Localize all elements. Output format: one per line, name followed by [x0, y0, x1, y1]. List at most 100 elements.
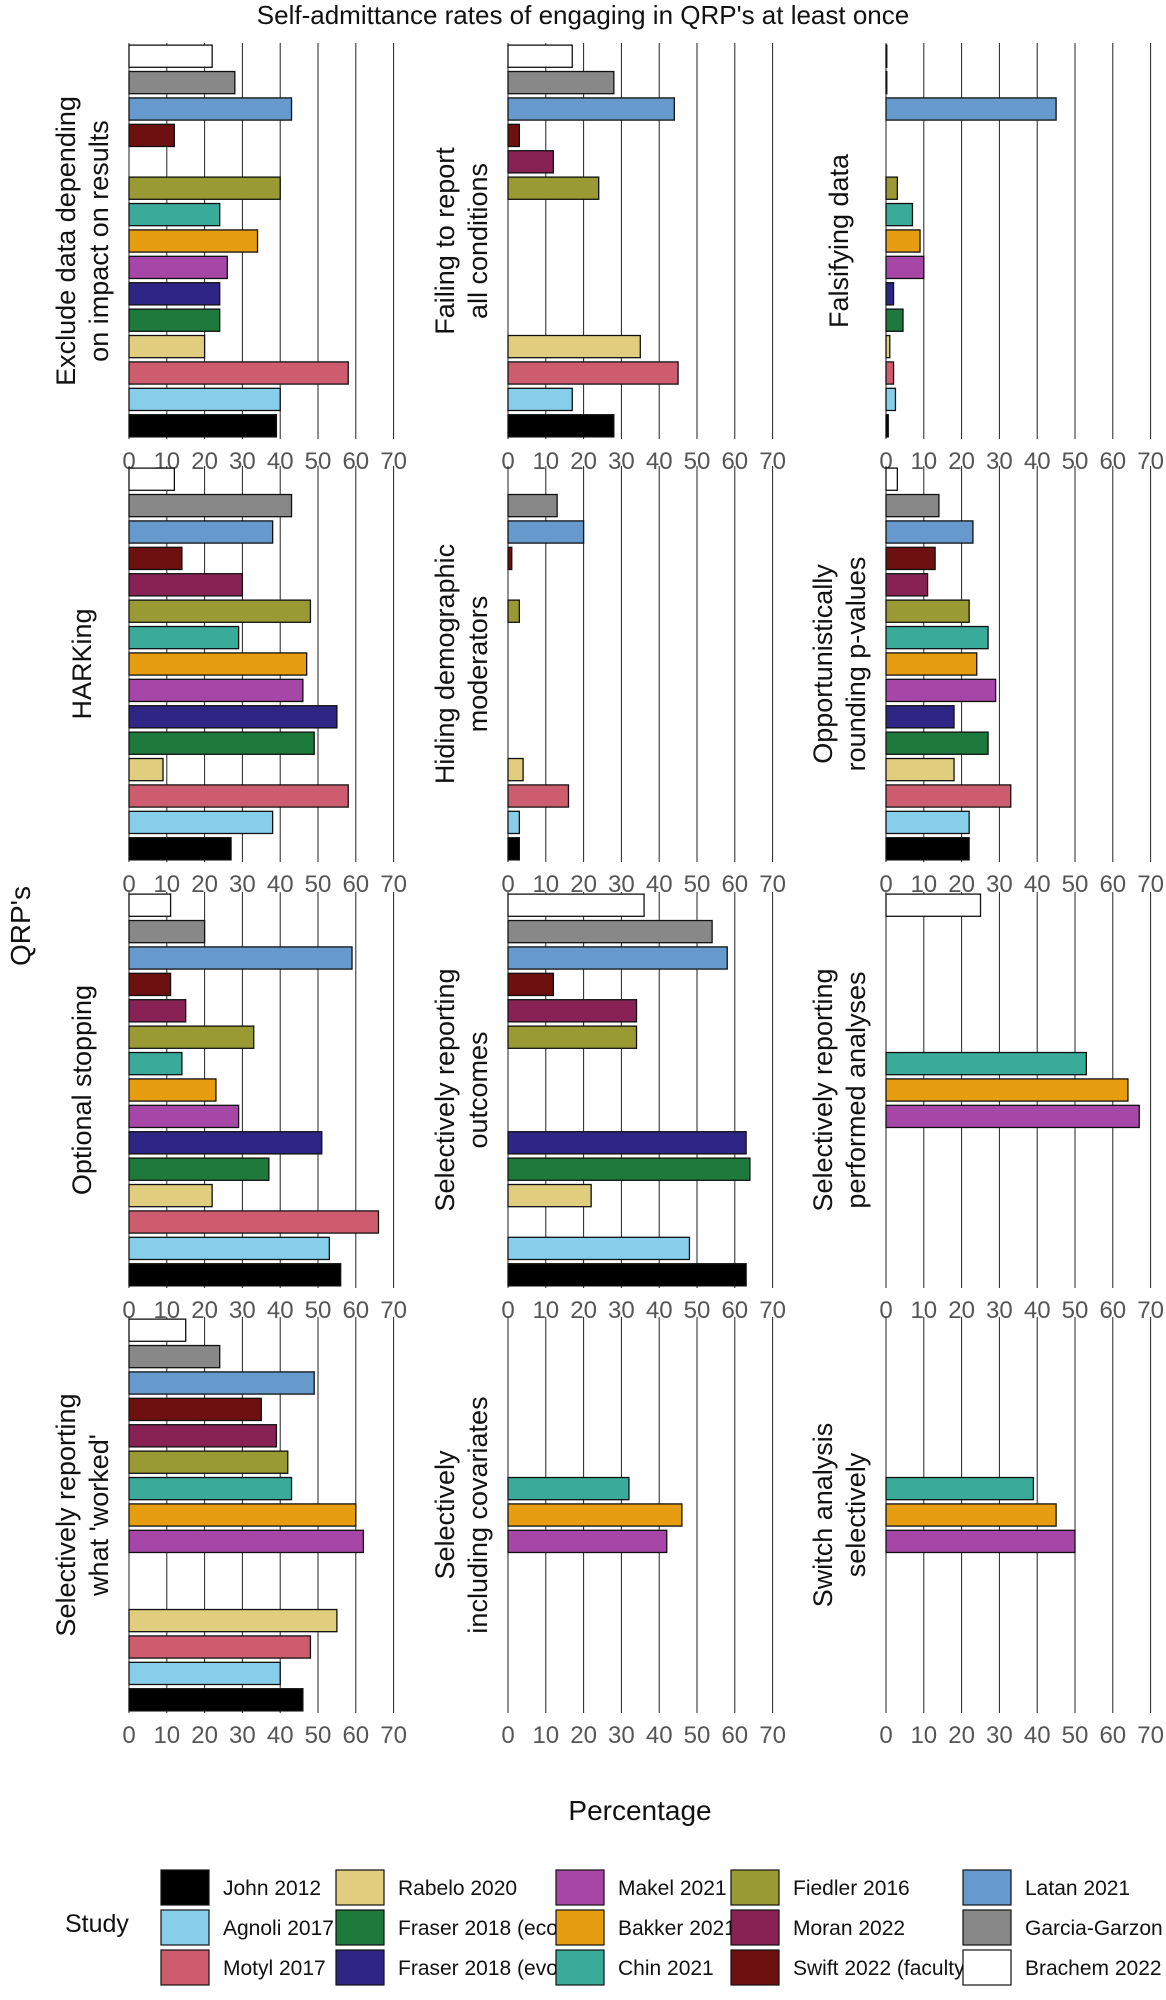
panel-failing-to-report-all-conditions-bar-fiedler-2016	[507, 176, 600, 200]
panel-selectively-reporting-performed-analyses-bar-chin-2021	[885, 1051, 1087, 1076]
panel-harking-bar-john-2012	[128, 837, 232, 861]
panel-opportunistically-rounding-p-values-bar-garcia-garzon-2	[885, 493, 940, 518]
panel-switch-analysis-selectively-bar-bakker-2021	[885, 1503, 1057, 1527]
panel-harking-tick-label: 0	[122, 871, 135, 898]
panel-opportunistically-rounding-p-values-bar-brachem-2022	[885, 467, 898, 491]
panel-failing-to-report-all-conditions-bar-moran-2022	[507, 150, 555, 174]
panel-exclude-data-depending-on-impact-on-results-label: Exclude data depending on impact on resul…	[51, 96, 114, 386]
panel-falsifying-data-bar-garcia-garzon-2	[885, 70, 888, 95]
panel-harking-bar-rabelo-2020	[128, 757, 164, 782]
legend-swatch-john-2012	[160, 1869, 210, 1906]
panel-selectively-reporting-outcomes-bar-moran-2022	[507, 999, 638, 1023]
panel-optional-stopping-bar-agnoli-2017	[128, 1236, 330, 1261]
panel-opportunistically-rounding-p-values-label: Opportunistically rounding p-values	[808, 557, 871, 772]
panel-selectively-reporting-what-worked-tick-label: 40	[267, 1722, 294, 1749]
panel-hiding-demographic-moderators-bar-latan-2021	[507, 520, 585, 544]
panel-switch-analysis-selectively-tick-label: 70	[1137, 1722, 1164, 1749]
panel-selectively-reporting-outcomes-bar-agnoli-2017	[507, 1236, 691, 1261]
legend-label-brachem-2022: Brachem 2022	[1025, 1957, 1162, 1980]
panel-optional-stopping-bar-fraser-2018-eco	[128, 1157, 270, 1181]
legend-label-fraser-2018-eco: Fraser 2018 (eco)	[398, 1917, 565, 1940]
legend-swatch-fraser-2018-eco	[335, 1909, 385, 1946]
chart-title: Self-admittance rates of engaging in QRP…	[256, 0, 910, 30]
panel-exclude-data-depending-on-impact-on-results-bar-fiedler-2016	[128, 176, 281, 200]
panel-selectively-reporting-outcomes-label: Selectively reporting outcomes	[430, 968, 493, 1211]
panel-selectively-reporting-outcomes-bar-fraser-2018-evo	[507, 1131, 747, 1155]
panel-selectively-including-covariates-tick-label: 20	[570, 1722, 597, 1749]
panel-selectively-reporting-what-worked-bar-john-2012	[128, 1688, 304, 1712]
panel-falsifying-data-bar-makel-2021	[885, 255, 925, 280]
panel-selectively-reporting-what-worked-tick-label: 0	[122, 1722, 135, 1749]
panel-harking-bar-moran-2022	[128, 573, 244, 597]
panel-selectively-reporting-outcomes-bar-brachem-2022	[507, 893, 645, 917]
panel-opportunistically-rounding-p-values-bar-rabelo-2020	[885, 757, 955, 782]
panel-harking-bar-swift-2022-faculty	[128, 546, 183, 571]
legend-label-bakker-2021: Bakker 2021	[618, 1917, 736, 1940]
panel-failing-to-report-all-conditions-bar-rabelo-2020	[507, 334, 641, 359]
panel-harking-bar-latan-2021	[128, 520, 274, 544]
panel-selectively-reporting-what-worked-tick-label: 50	[305, 1722, 332, 1749]
panel-selectively-reporting-outcomes-bar-rabelo-2020	[507, 1183, 592, 1208]
legend-label-fraser-2018-evo: Fraser 2018 (evo)	[398, 1957, 565, 1980]
panel-falsifying-data-bar-chin-2021	[885, 202, 914, 227]
panel-harking-bar-fraser-2018-evo	[128, 705, 338, 729]
panel-failing-to-report-all-conditions-bar-agnoli-2017	[507, 387, 573, 412]
panel-falsifying-data-bar-john-2012	[885, 414, 889, 438]
panel-exclude-data-depending-on-impact-on-results-bar-fraser-2018-eco	[128, 308, 221, 332]
panel-selectively-reporting-performed-analyses-tick-label: 0	[879, 1297, 892, 1324]
panel-optional-stopping-bar-garcia-garzon-2	[128, 919, 206, 944]
panel-exclude-data-depending-on-impact-on-results-bar-rabelo-2020	[128, 334, 206, 359]
panel-optional-stopping-bar-john-2012	[128, 1263, 342, 1287]
panel-selectively-reporting-outcomes-bar-john-2012	[507, 1263, 747, 1287]
panel-optional-stopping-tick-label: 0	[122, 1297, 135, 1324]
panel-optional-stopping-bar-bakker-2021	[128, 1078, 217, 1102]
panel-harking-bar-agnoli-2017	[128, 810, 274, 835]
panel-falsifying-data-bar-fraser-2018-eco	[885, 308, 904, 332]
panel-switch-analysis-selectively-tick-label: 60	[1099, 1722, 1126, 1749]
panel-selectively-including-covariates-tick-label: 50	[684, 1722, 711, 1749]
panel-selectively-reporting-what-worked-bar-agnoli-2017	[128, 1661, 281, 1686]
panel-hiding-demographic-moderators-bar-agnoli-2017	[507, 810, 520, 835]
legend-swatch-motyl-2017	[160, 1949, 210, 1986]
panel-optional-stopping-bar-latan-2021	[128, 946, 353, 970]
legend-swatch-chin-2021	[555, 1949, 605, 1986]
panel-harking-bar-makel-2021	[128, 678, 304, 703]
panel-harking-bar-bakker-2021	[128, 652, 308, 676]
panel-switch-analysis-selectively-tick-label: 20	[948, 1722, 975, 1749]
panel-selectively-reporting-what-worked-bar-brachem-2022	[128, 1318, 187, 1342]
panel-failing-to-report-all-conditions-bar-swift-2022-faculty	[507, 123, 520, 148]
panel-falsifying-data-bar-latan-2021	[885, 97, 1057, 121]
panel-selectively-reporting-what-worked-label: Selectively reporting what 'worked'	[51, 1393, 114, 1636]
legend-swatch-makel-2021	[555, 1869, 605, 1906]
panel-selectively-including-covariates-bar-chin-2021	[507, 1476, 630, 1501]
panel-falsifying-data-bar-fiedler-2016	[885, 176, 898, 200]
panel-optional-stopping-bar-brachem-2022	[128, 893, 172, 917]
panel-exclude-data-depending-on-impact-on-results-bar-fraser-2018-evo	[128, 282, 221, 306]
panel-selectively-reporting-what-worked-bar-makel-2021	[128, 1529, 365, 1554]
panel-switch-analysis-selectively-label: Switch analysis selectively	[808, 1423, 871, 1608]
panel-failing-to-report-all-conditions-bar-motyl-2017	[507, 361, 679, 385]
legend-swatch-moran-2022	[730, 1909, 780, 1946]
panel-selectively-including-covariates-tick-label: 40	[646, 1722, 673, 1749]
panel-selectively-reporting-what-worked-bar-swift-2022-faculty	[128, 1397, 262, 1422]
panel-exclude-data-depending-on-impact-on-results-bar-garcia-garzon-2	[128, 70, 236, 95]
panel-harking-bar-brachem-2022	[128, 467, 176, 491]
panel-selectively-reporting-what-worked-tick-label: 20	[191, 1722, 218, 1749]
panel-falsifying-data-bar-fraser-2018-evo	[885, 282, 895, 306]
panel-failing-to-report-all-conditions-tick-label: 0	[501, 448, 514, 475]
panel-selectively-reporting-outcomes-tick-label: 0	[501, 1297, 514, 1324]
panel-selectively-including-covariates-tick-label: 30	[608, 1722, 635, 1749]
panel-switch-analysis-selectively-tick-label: 0	[879, 1722, 892, 1749]
legend-swatch-rabelo-2020	[335, 1869, 385, 1906]
panel-selectively-reporting-performed-analyses-bar-brachem-2022	[885, 893, 982, 917]
panel-hiding-demographic-moderators-bar-rabelo-2020	[507, 757, 524, 782]
panel-exclude-data-depending-on-impact-on-results-bar-brachem-2022	[128, 44, 213, 68]
panel-selectively-reporting-what-worked-bar-moran-2022	[128, 1424, 278, 1448]
panel-opportunistically-rounding-p-values-bar-fiedler-2016	[885, 599, 970, 623]
legend-swatch-agnoli-2017	[160, 1909, 210, 1946]
panel-switch-analysis-selectively-tick-label: 10	[910, 1722, 937, 1749]
panel-failing-to-report-all-conditions-bar-latan-2021	[507, 97, 675, 121]
panel-selectively-reporting-what-worked-bar-garcia-garzon-2	[128, 1344, 221, 1369]
legend-label-motyl-2017: Motyl 2017	[223, 1957, 326, 1980]
